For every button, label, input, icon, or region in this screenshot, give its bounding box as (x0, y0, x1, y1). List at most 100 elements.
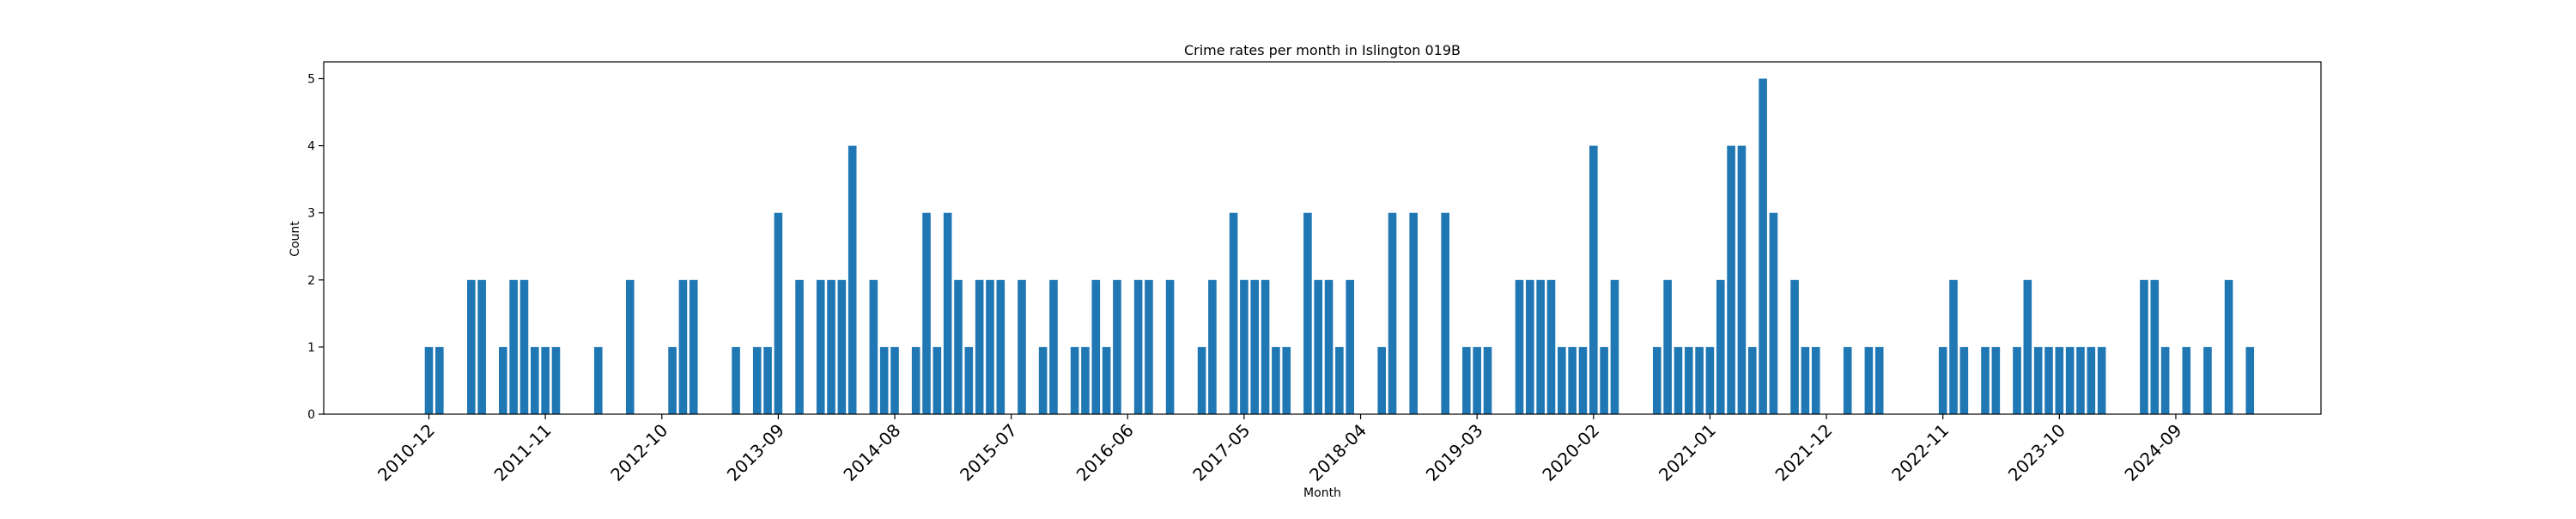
bar-2014-08 (890, 346, 899, 414)
bar-2020-09 (1663, 279, 1672, 414)
bar-2023-03 (1981, 346, 1990, 414)
x-tick-label: 2022-11 (1887, 420, 1953, 485)
bar-2019-12 (1568, 346, 1577, 414)
y-axis: 0 1 2 3 4 5 (307, 73, 324, 422)
bar-2021-05 (1747, 346, 1757, 414)
bar-2011-04 (467, 279, 476, 414)
plot-frame (323, 61, 2322, 415)
x-tick-label: 2010-12 (374, 420, 439, 485)
x-tick-label: 2016-06 (1072, 420, 1138, 485)
x-axis: 2010-12 2011-11 2012-10 2013-09 2014-08 2015-… (374, 414, 2185, 485)
x-tick-label: 2011-11 (490, 420, 556, 485)
bar-2017-05 (1240, 279, 1249, 414)
bar-2020-10 (1674, 346, 1683, 414)
bar-2017-11 (1303, 212, 1312, 414)
x-axis-label: Month (1303, 486, 1341, 500)
bar-2025-04 (2245, 346, 2255, 414)
bar-2015-10 (1038, 346, 1048, 414)
bar-2011-11 (541, 346, 550, 414)
bar-2018-02 (1335, 346, 1344, 414)
bars-group (424, 78, 2255, 415)
bar-2014-02 (827, 279, 835, 414)
bar-2023-08 (2033, 346, 2043, 414)
bar-2020-03 (1600, 346, 1608, 414)
bar-2015-04 (975, 279, 984, 414)
bar-2013-05 (732, 346, 740, 414)
bar-2017-09 (1282, 346, 1291, 414)
bar-2012-11 (668, 346, 677, 414)
bar-2023-01 (1959, 346, 1969, 414)
x-tick-label: 2015-07 (956, 420, 1021, 485)
bar-2011-05 (477, 279, 486, 414)
bar-2014-01 (816, 279, 825, 414)
bar-2013-07 (752, 346, 762, 414)
bar-2021-01 (1705, 346, 1715, 414)
y-tick-label: 3 (307, 207, 315, 221)
bar-2021-06 (1759, 78, 1767, 415)
bar-2014-06 (869, 279, 878, 414)
y-tick-label: 1 (307, 341, 315, 355)
bar-2015-05 (986, 279, 994, 414)
bar-2014-10 (911, 346, 920, 414)
bar-2017-04 (1229, 212, 1238, 414)
x-tick-label: 2014-08 (839, 420, 904, 485)
bar-2019-08 (1526, 279, 1534, 414)
bar-2013-09 (774, 212, 783, 414)
bar-2024-12 (2203, 346, 2212, 414)
bar-2022-05 (1874, 346, 1884, 414)
bar-2024-06 (2140, 279, 2148, 414)
bar-2018-06 (1377, 346, 1386, 414)
y-axis-label: Count (289, 221, 302, 257)
bar-2017-06 (1250, 279, 1260, 414)
bar-2022-12 (1949, 279, 1958, 414)
bar-2015-06 (996, 279, 1005, 414)
bar-2023-07 (2023, 279, 2032, 414)
bar-2016-07 (1133, 279, 1143, 414)
bar-2023-09 (2044, 346, 2053, 414)
bar-2016-10 (1165, 279, 1175, 414)
bar-2016-01 (1070, 346, 1079, 414)
bar-2014-12 (933, 346, 942, 414)
bar-2021-04 (1737, 145, 1747, 414)
bar-2018-07 (1388, 212, 1397, 414)
x-tick-label: 2017-05 (1188, 420, 1254, 485)
bar-2018-01 (1324, 279, 1334, 414)
bar-2019-02 (1462, 346, 1471, 414)
bar-2025-02 (2224, 279, 2233, 414)
x-tick-label: 2023-10 (2004, 420, 2069, 485)
bar-2017-12 (1314, 279, 1323, 414)
bar-2023-06 (2013, 346, 2021, 414)
bar-2020-08 (1652, 346, 1662, 414)
bar-2015-11 (1049, 279, 1058, 414)
y-tick-label: 5 (307, 73, 315, 87)
bar-2021-02 (1716, 279, 1725, 414)
bar-2022-11 (1938, 346, 1947, 414)
bar-2019-04 (1483, 346, 1492, 414)
y-tick-label: 0 (307, 408, 315, 422)
bar-2015-08 (1018, 279, 1026, 414)
bar-2019-07 (1515, 279, 1524, 414)
bar-2023-04 (1991, 346, 2001, 414)
bar-2022-04 (1864, 346, 1874, 414)
bar-2011-10 (531, 346, 539, 414)
bar-2017-07 (1261, 279, 1270, 414)
bar-2021-03 (1727, 145, 1735, 414)
bar-2022-02 (1843, 346, 1852, 414)
bar-2011-01 (435, 346, 444, 414)
bar-2016-08 (1145, 279, 1153, 414)
bar-2016-02 (1081, 346, 1090, 414)
bar-2018-12 (1441, 212, 1449, 414)
bar-2019-09 (1536, 279, 1545, 414)
bar-2016-05 (1113, 279, 1121, 414)
x-tick-label: 2012-10 (606, 420, 671, 485)
bar-2019-11 (1558, 346, 1566, 414)
x-tick-label: 2019-03 (1422, 420, 1487, 485)
bar-2010-12 (424, 346, 434, 414)
bar-2012-04 (593, 346, 603, 414)
bar-2017-08 (1272, 346, 1280, 414)
bar-2015-02 (954, 279, 963, 414)
bar-2020-12 (1695, 346, 1704, 414)
bar-2024-07 (2150, 279, 2160, 414)
bar-2020-11 (1684, 346, 1693, 414)
